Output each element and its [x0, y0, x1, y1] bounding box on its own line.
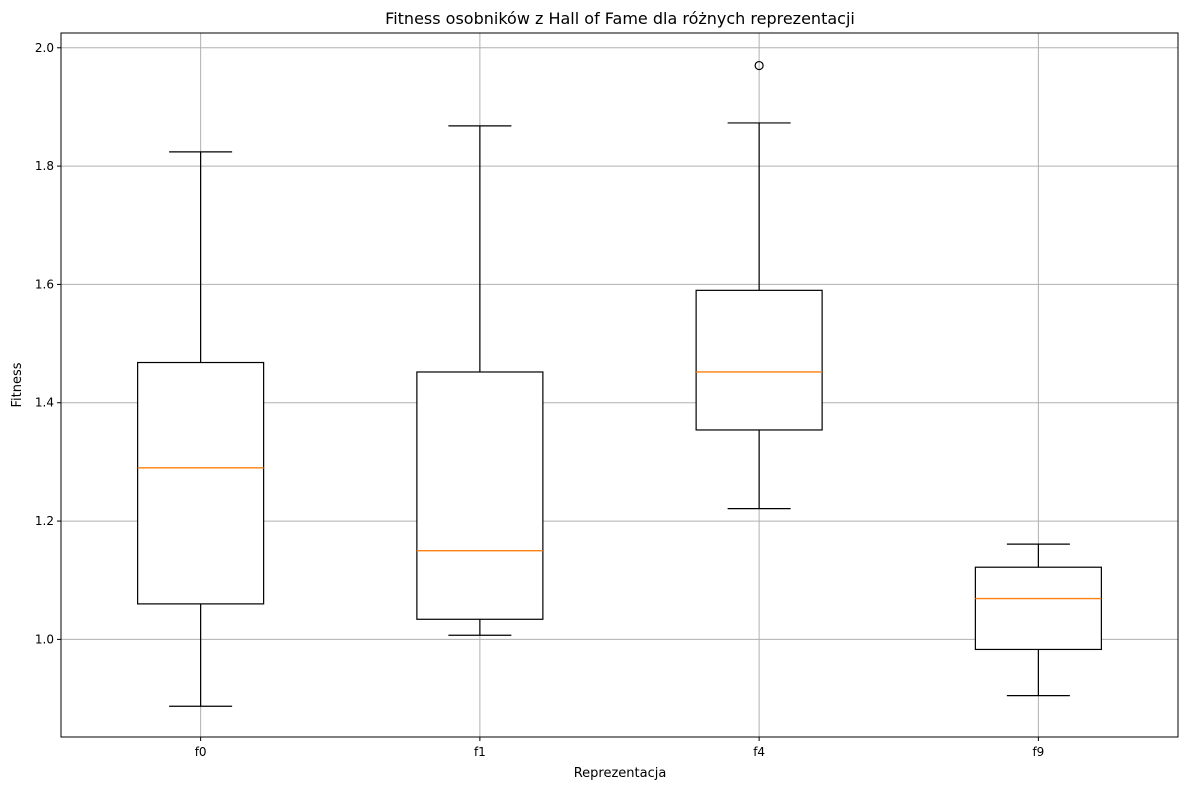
box-iqr — [695, 289, 823, 431]
box-f0 — [137, 151, 265, 707]
plot-frame — [60, 32, 1179, 738]
chart-title: Fitness osobników z Hall of Fame dla róż… — [385, 9, 855, 28]
x-tick-label: f1 — [474, 745, 486, 759]
box-f9 — [974, 543, 1102, 697]
box-iqr — [137, 361, 265, 605]
y-tick-label: 2.0 — [35, 41, 54, 55]
box-f1 — [416, 125, 544, 636]
x-axis-label: Reprezentacja — [574, 766, 667, 781]
y-tick-label: 1.6 — [35, 277, 54, 291]
x-axis: f0 f1 f4 f9 — [195, 737, 1044, 759]
outlier-point — [754, 60, 764, 71]
box-f4 — [695, 60, 823, 510]
y-axis: 1.0 1.2 1.4 1.6 1.8 2.0 — [35, 41, 61, 646]
box-iqr — [416, 371, 544, 620]
y-tick-label: 1.8 — [35, 159, 54, 173]
y-tick-label: 1.0 — [35, 632, 54, 646]
x-tick-label: f9 — [1032, 745, 1044, 759]
y-tick-label: 1.4 — [35, 396, 54, 410]
x-tick-label: f0 — [195, 745, 207, 759]
box-marks — [137, 60, 1102, 707]
box-iqr — [974, 566, 1102, 651]
y-tick-label: 1.2 — [35, 514, 54, 528]
x-tick-label: f4 — [753, 745, 765, 759]
y-axis-label: Fitness — [10, 362, 25, 407]
